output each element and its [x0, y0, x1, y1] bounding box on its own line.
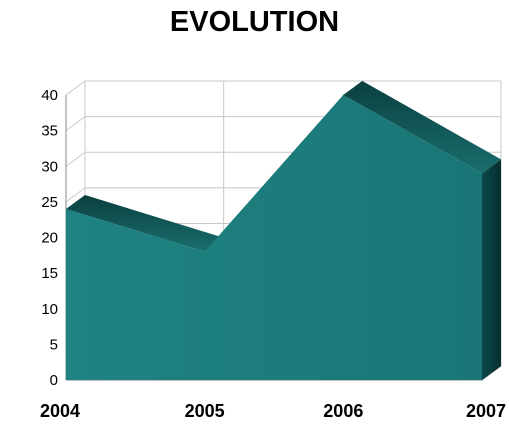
- y-tick-label: 5: [50, 336, 58, 353]
- y-tick-label: 30: [41, 158, 58, 175]
- x-tick-label: 2007: [466, 401, 506, 421]
- y-tick-label: 10: [41, 301, 58, 318]
- gridline-side: [65, 151, 86, 167]
- data-point-2007: [481, 172, 483, 174]
- data-point-2006: [342, 94, 344, 96]
- gridline-side: [65, 80, 86, 96]
- area-top-segment: [343, 81, 501, 174]
- y-tick-label: 40: [41, 87, 58, 104]
- y-tick-label: 25: [41, 194, 58, 211]
- y-tick-label: 35: [41, 123, 58, 140]
- x-axis-ticks: 2004 2005 2006 2007: [40, 401, 506, 421]
- area-series: [65, 81, 501, 380]
- chart-title: EVOLUTION: [169, 6, 340, 38]
- area-side-face: [482, 159, 501, 380]
- x-tick-label: 2006: [323, 401, 363, 421]
- gridline-side: [65, 187, 86, 203]
- data-point-2004: [65, 208, 67, 210]
- y-tick-label: 0: [50, 372, 58, 389]
- x-tick-label: 2005: [185, 401, 225, 421]
- x-tick-label: 2004: [40, 401, 80, 421]
- gridline-side: [65, 116, 86, 132]
- y-axis-ticks: 0 5 10 15 20 25 30 35 40: [41, 87, 58, 389]
- area-front-face: [66, 95, 482, 380]
- y-tick-label: 20: [41, 230, 58, 247]
- area-top-segment: [66, 195, 224, 252]
- y-tick-label: 15: [41, 265, 58, 282]
- data-point-2005: [204, 251, 206, 253]
